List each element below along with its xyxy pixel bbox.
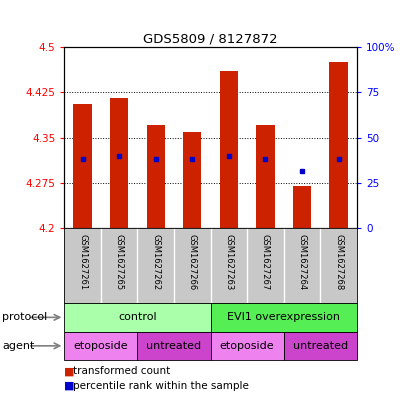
Bar xyxy=(73,105,92,228)
Bar xyxy=(256,125,275,228)
Bar xyxy=(146,125,165,228)
Bar xyxy=(330,62,348,228)
Text: GSM1627262: GSM1627262 xyxy=(151,234,160,290)
Text: etoposide: etoposide xyxy=(73,341,128,351)
Bar xyxy=(64,303,210,332)
Text: GSM1627263: GSM1627263 xyxy=(225,234,233,290)
Text: protocol: protocol xyxy=(2,312,47,322)
Bar xyxy=(211,332,284,360)
Text: GSM1627265: GSM1627265 xyxy=(115,234,124,290)
Bar xyxy=(183,132,201,228)
Text: ■: ■ xyxy=(64,366,75,376)
Text: GSM1627266: GSM1627266 xyxy=(188,234,197,290)
Text: GSM1627268: GSM1627268 xyxy=(334,234,343,290)
Text: transformed count: transformed count xyxy=(73,366,170,376)
Bar xyxy=(110,98,128,228)
Bar xyxy=(137,332,210,360)
Bar xyxy=(284,332,357,360)
Text: control: control xyxy=(118,312,157,322)
Text: GSM1627264: GSM1627264 xyxy=(298,234,307,290)
Text: GSM1627267: GSM1627267 xyxy=(261,234,270,290)
Text: ■: ■ xyxy=(64,381,75,391)
Bar xyxy=(211,303,357,332)
Text: untreated: untreated xyxy=(293,341,348,351)
Bar xyxy=(220,71,238,228)
Bar xyxy=(64,332,137,360)
Title: GDS5809 / 8127872: GDS5809 / 8127872 xyxy=(143,33,278,46)
Text: untreated: untreated xyxy=(146,341,202,351)
Text: GSM1627261: GSM1627261 xyxy=(78,234,87,290)
Text: percentile rank within the sample: percentile rank within the sample xyxy=(73,381,249,391)
Text: EVI1 overexpression: EVI1 overexpression xyxy=(227,312,340,322)
Bar xyxy=(293,186,311,228)
Text: agent: agent xyxy=(2,341,34,351)
Text: etoposide: etoposide xyxy=(220,341,274,351)
